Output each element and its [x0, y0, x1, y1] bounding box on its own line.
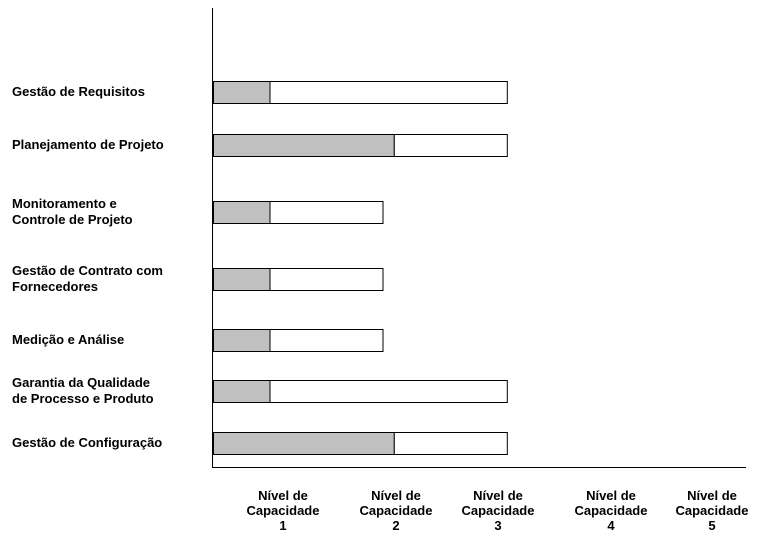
- x-tick-label: Nível de Capacidade 2: [359, 488, 433, 533]
- bar-segment-achieved: [213, 81, 271, 104]
- bar-segment-achieved: [213, 380, 271, 403]
- category-label: Gestão de Configuração: [12, 435, 163, 450]
- x-tick-label: Nível de Capacidade 4: [574, 488, 648, 533]
- category-label: Medição e Análise: [12, 332, 125, 347]
- bar-segment-achieved: [213, 432, 395, 455]
- bar-segment-achieved: [213, 134, 395, 157]
- bar-segment-remaining: [269, 201, 384, 224]
- bar-segment-remaining: [269, 380, 508, 403]
- bar-segment-achieved: [213, 329, 271, 352]
- bar-segment-remaining: [269, 81, 508, 104]
- x-tick-label: Nível de Capacidade 5: [675, 488, 749, 533]
- bar-segment-remaining: [393, 134, 508, 157]
- category-label: Monitoramento e Controle de Projeto: [12, 196, 133, 227]
- category-label: Gestão de Requisitos: [12, 84, 145, 99]
- category-label: Gestão de Contrato com Fornecedores: [12, 263, 163, 294]
- bars-group: [213, 81, 508, 455]
- category-label: Planejamento de Projeto: [12, 137, 164, 152]
- category-label: Garantia da Qualidade de Processo e Prod…: [12, 375, 154, 406]
- bar-segment-remaining: [269, 268, 384, 291]
- x-tick-label: Nível de Capacidade 3: [461, 488, 535, 533]
- bar-segment-remaining: [269, 329, 384, 352]
- bar-segment-remaining: [393, 432, 508, 455]
- bar-segment-achieved: [213, 268, 271, 291]
- bar-segment-achieved: [213, 201, 271, 224]
- x-tick-label: Nível de Capacidade 1: [246, 488, 320, 533]
